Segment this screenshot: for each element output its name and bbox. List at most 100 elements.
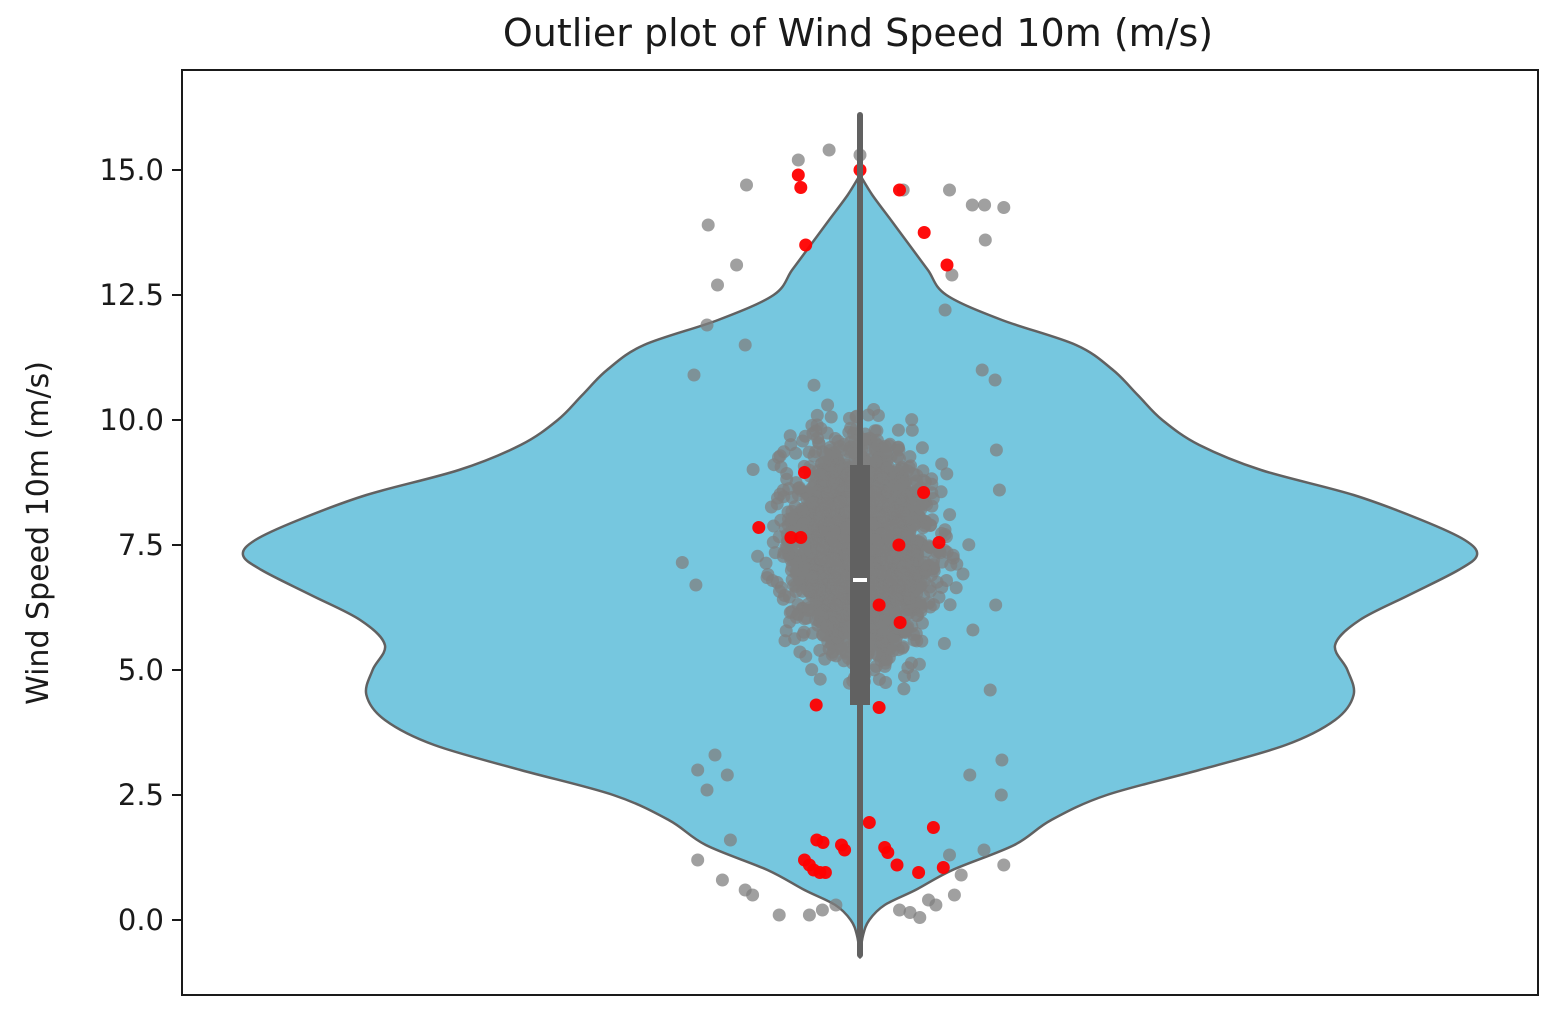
inlier-point: [949, 581, 963, 595]
y-tick-label: 2.5: [118, 778, 164, 812]
outlier-point: [862, 816, 876, 829]
inlier-point: [812, 436, 826, 449]
outlier-point: [798, 466, 811, 479]
inlier-point: [978, 198, 992, 212]
inlier-point: [965, 198, 979, 212]
inlier-point: [903, 906, 917, 919]
inlier-point: [833, 495, 847, 509]
y-tick-label: 7.5: [118, 528, 164, 562]
inlier-point: [943, 848, 956, 862]
chart-title: Outlier plot of Wind Speed 10m (m/s): [503, 11, 1213, 55]
inlier-point: [826, 476, 840, 490]
inlier-point: [820, 497, 833, 511]
inlier-point: [995, 753, 1009, 767]
inlier-point: [723, 833, 737, 847]
outlier-point: [881, 846, 895, 859]
inlier-point: [824, 410, 838, 424]
inlier-point: [962, 538, 976, 552]
outlier-point: [926, 821, 940, 834]
inlier-point: [925, 477, 939, 491]
plot-area: [241, 112, 1479, 959]
inlier-point: [929, 898, 943, 912]
inlier-point: [994, 788, 1008, 802]
inlier-point: [869, 659, 883, 673]
outlier-point: [872, 598, 886, 612]
inlier-point: [887, 550, 901, 564]
inlier-point: [738, 338, 752, 352]
inlier-point: [885, 572, 899, 586]
inlier-point: [805, 496, 819, 510]
inlier-point: [915, 616, 929, 630]
inlier-point: [772, 450, 785, 464]
outlier-point: [799, 238, 813, 252]
inlier-point: [675, 556, 689, 569]
inlier-point: [938, 303, 952, 317]
inlier-point: [814, 552, 828, 566]
inlier-point: [875, 635, 889, 649]
inlier-point: [881, 528, 894, 542]
inlier-point: [814, 468, 828, 482]
inlier-point: [822, 458, 836, 472]
inlier-point: [913, 911, 927, 924]
inlier-point: [966, 623, 980, 637]
inlier-point: [889, 634, 903, 648]
inlier-point: [896, 477, 910, 490]
inlier-point: [924, 518, 938, 532]
inlier-point: [691, 853, 705, 867]
outlier-point: [809, 698, 823, 712]
inlier-point: [815, 903, 829, 917]
inlier-point: [922, 558, 936, 572]
inlier-point: [837, 437, 851, 451]
inlier-point: [810, 418, 824, 432]
inlier-point: [878, 439, 892, 453]
inlier-point: [886, 644, 900, 658]
inlier-point: [983, 683, 997, 697]
inlier-point: [819, 447, 833, 461]
inlier-point: [796, 517, 810, 531]
inlier-point: [915, 441, 929, 455]
inlier-point: [897, 682, 911, 696]
inlier-point: [761, 568, 775, 581]
inlier-point: [880, 485, 894, 499]
inlier-point: [947, 888, 961, 902]
inlier-point: [943, 598, 957, 612]
inlier-point: [944, 558, 958, 572]
outlier-point: [917, 226, 931, 239]
inlier-point: [813, 672, 827, 686]
outlier-point: [794, 181, 808, 194]
inlier-point: [798, 561, 812, 574]
inlier-point: [878, 613, 892, 626]
inlier-point: [780, 467, 794, 480]
inlier-point: [778, 634, 792, 648]
outlier-point: [752, 521, 766, 534]
inlier-point: [902, 531, 916, 545]
inlier-point: [977, 843, 991, 857]
inlier-point: [746, 888, 760, 902]
inlier-point: [839, 521, 853, 535]
inlier-point: [907, 544, 921, 558]
inlier-point: [905, 423, 919, 437]
inlier-point: [798, 544, 812, 557]
inlier-point: [989, 598, 1003, 612]
inlier-point: [795, 502, 809, 516]
inlier-point: [807, 449, 821, 463]
y-tick-label: 12.5: [99, 278, 164, 312]
inlier-point: [876, 510, 890, 524]
inlier-point: [963, 768, 977, 782]
inlier-point: [922, 539, 936, 553]
inlier-point: [945, 268, 959, 282]
inlier-point: [954, 868, 968, 882]
y-tick-label: 0.0: [118, 903, 164, 937]
inlier-point: [907, 467, 920, 481]
inlier-point: [793, 481, 806, 495]
inlier-point: [839, 580, 853, 594]
inlier-point: [720, 768, 734, 782]
outlier-point: [794, 531, 808, 544]
inlier-point: [701, 218, 715, 232]
inlier-point: [897, 487, 911, 501]
inlier-point: [789, 446, 803, 460]
outlier-point: [872, 701, 886, 714]
y-axis-label: Wind Speed 10m (m/s): [21, 361, 56, 705]
inlier-point: [997, 201, 1011, 214]
